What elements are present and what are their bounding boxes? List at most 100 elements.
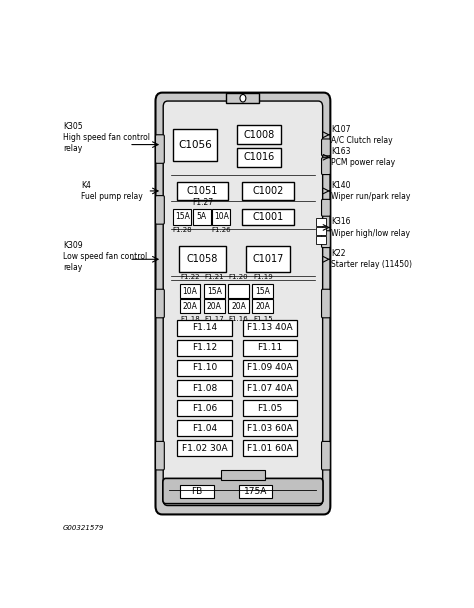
Text: F1.28: F1.28	[173, 227, 192, 232]
Bar	[181, 485, 213, 497]
Bar	[243, 400, 297, 416]
Bar	[246, 246, 290, 272]
Text: 20A: 20A	[255, 302, 270, 311]
Bar	[243, 440, 297, 457]
Bar	[243, 360, 297, 376]
FancyBboxPatch shape	[163, 101, 323, 505]
Bar	[177, 440, 231, 457]
Text: 5A: 5A	[197, 212, 207, 221]
Text: F1.22: F1.22	[180, 274, 200, 280]
Text: C1001: C1001	[252, 212, 283, 222]
Text: F1.21: F1.21	[204, 274, 224, 280]
Bar	[204, 284, 225, 298]
Text: C1058: C1058	[187, 254, 218, 264]
Bar	[316, 227, 326, 235]
Text: F1.14: F1.14	[192, 323, 217, 332]
Bar	[228, 284, 249, 298]
Text: C1056: C1056	[178, 140, 212, 150]
Text: C1016: C1016	[244, 152, 275, 162]
Text: C1051: C1051	[187, 186, 218, 196]
Bar	[243, 340, 297, 356]
Bar	[243, 380, 297, 396]
Text: 20A: 20A	[182, 302, 198, 311]
Text: F1.10: F1.10	[191, 364, 217, 373]
Bar	[177, 380, 231, 396]
Text: F1.01 60A: F1.01 60A	[247, 444, 292, 453]
Text: K163
PCM power relay: K163 PCM power relay	[331, 147, 395, 167]
Bar	[177, 400, 231, 416]
Bar	[237, 125, 282, 144]
Text: F1.09 40A: F1.09 40A	[247, 364, 292, 373]
Text: K4
Fuel pump relay: K4 Fuel pump relay	[82, 181, 143, 201]
Text: F1.27: F1.27	[193, 198, 214, 207]
Text: F1.20: F1.20	[228, 274, 248, 280]
Text: K140
Wiper run/park relay: K140 Wiper run/park relay	[331, 181, 410, 201]
Bar	[243, 420, 297, 437]
Text: F1.06: F1.06	[191, 404, 217, 413]
Bar	[221, 470, 265, 480]
Bar	[253, 284, 273, 298]
Text: F1.08: F1.08	[191, 384, 217, 393]
Text: F1.05: F1.05	[257, 404, 283, 413]
Text: 15A: 15A	[207, 286, 222, 295]
Text: K107
A/C Clutch relay: K107 A/C Clutch relay	[331, 125, 393, 145]
Text: 20A: 20A	[231, 302, 246, 311]
Bar	[173, 129, 217, 161]
Bar	[193, 209, 210, 224]
Text: F1.03 60A: F1.03 60A	[247, 424, 292, 433]
Bar	[212, 209, 230, 224]
Text: K22
Starter relay (11450): K22 Starter relay (11450)	[331, 249, 412, 269]
Text: K316
Wiper high/low relay: K316 Wiper high/low relay	[331, 218, 410, 238]
Bar	[177, 182, 228, 200]
Bar	[173, 209, 191, 224]
Text: F1.18: F1.18	[180, 316, 200, 322]
Text: F1.11: F1.11	[257, 344, 283, 352]
FancyBboxPatch shape	[321, 157, 330, 174]
FancyBboxPatch shape	[155, 135, 164, 164]
Text: C1017: C1017	[252, 254, 283, 264]
Text: F1.15: F1.15	[253, 316, 273, 322]
FancyBboxPatch shape	[321, 199, 330, 216]
Circle shape	[240, 94, 246, 102]
Bar	[316, 237, 326, 244]
Text: F1.16: F1.16	[228, 316, 248, 322]
FancyBboxPatch shape	[321, 441, 330, 470]
Text: K309
Low speed fan control
relay: K309 Low speed fan control relay	[63, 241, 147, 272]
Text: 15A: 15A	[255, 286, 270, 295]
Bar	[179, 246, 227, 272]
Text: 10A: 10A	[182, 286, 198, 295]
Bar	[177, 420, 231, 437]
FancyBboxPatch shape	[155, 196, 164, 224]
Text: 20A: 20A	[207, 302, 222, 311]
Bar	[228, 299, 249, 313]
Text: F1.19: F1.19	[253, 274, 273, 280]
FancyBboxPatch shape	[321, 139, 330, 156]
Bar	[177, 340, 231, 356]
FancyBboxPatch shape	[155, 92, 330, 514]
Bar	[227, 93, 259, 103]
Text: C1008: C1008	[244, 130, 275, 140]
Bar	[242, 182, 293, 200]
Text: F1.07 40A: F1.07 40A	[247, 384, 292, 393]
Text: G00321579: G00321579	[63, 525, 104, 531]
Text: F1.17: F1.17	[204, 316, 224, 322]
Text: F1.13 40A: F1.13 40A	[247, 323, 292, 332]
Bar	[242, 209, 293, 224]
Text: F1.02 30A: F1.02 30A	[182, 444, 227, 453]
Bar	[237, 148, 282, 167]
Bar	[180, 299, 201, 313]
Text: 15A: 15A	[175, 212, 190, 221]
Bar	[316, 218, 326, 226]
Text: C1002: C1002	[252, 186, 283, 196]
Text: F1.26: F1.26	[211, 227, 231, 232]
Text: 175A: 175A	[244, 487, 267, 496]
FancyBboxPatch shape	[321, 230, 330, 247]
Bar	[239, 485, 272, 497]
Bar	[253, 299, 273, 313]
Bar	[177, 320, 231, 336]
Bar	[243, 320, 297, 336]
FancyBboxPatch shape	[163, 478, 323, 503]
Text: K305
High speed fan control
relay: K305 High speed fan control relay	[63, 122, 150, 153]
Bar	[180, 284, 201, 298]
Text: F1.04: F1.04	[192, 424, 217, 433]
